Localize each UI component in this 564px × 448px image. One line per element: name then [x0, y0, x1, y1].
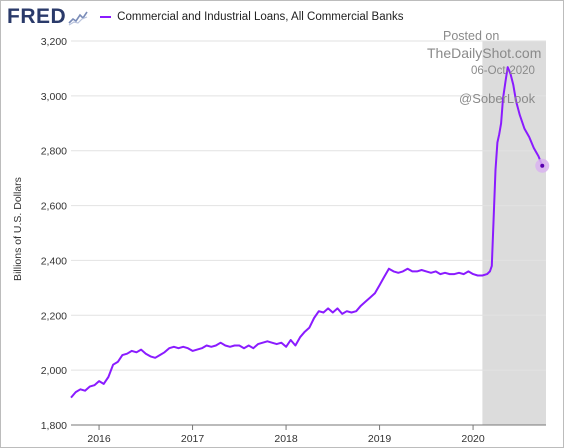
fred-logo[interactable]: FRED: [7, 5, 67, 28]
y-tick-label: 3,200: [41, 36, 67, 48]
x-tick-label: 2017: [181, 433, 205, 445]
y-tick-label: 2,800: [41, 146, 67, 158]
watermark-date: 06-Oct-2020: [471, 65, 535, 77]
x-tick-label: 2016: [87, 433, 111, 445]
watermark-site: TheDailyShot.com: [427, 45, 542, 61]
y-tick-label: 2,000: [41, 365, 67, 377]
y-axis-label: Billions of U.S. Dollars: [12, 177, 24, 281]
last-point-marker: [540, 163, 545, 168]
x-tick-label: 2018: [274, 433, 298, 445]
x-tick-label: 2020: [461, 433, 485, 445]
fred-logo-graph-icon: [68, 10, 89, 26]
x-tick-label: 2019: [368, 433, 392, 445]
legend-swatch: [100, 16, 112, 18]
watermark-posted-on: Posted on: [443, 29, 500, 43]
watermark-handle: @SoberLook: [459, 91, 536, 106]
chart-header: FRED Commercial and Industrial Loans, Al…: [7, 5, 404, 29]
y-tick-label: 1,800: [41, 420, 67, 432]
series-line: [70, 66, 544, 399]
y-tick-label: 2,200: [41, 310, 67, 322]
y-tick-label: 3,000: [41, 91, 67, 103]
y-tick-label: 2,400: [41, 255, 67, 267]
y-tick-label: 2,600: [41, 201, 67, 213]
legend-label[interactable]: Commercial and Industrial Loans, All Com…: [117, 11, 404, 23]
